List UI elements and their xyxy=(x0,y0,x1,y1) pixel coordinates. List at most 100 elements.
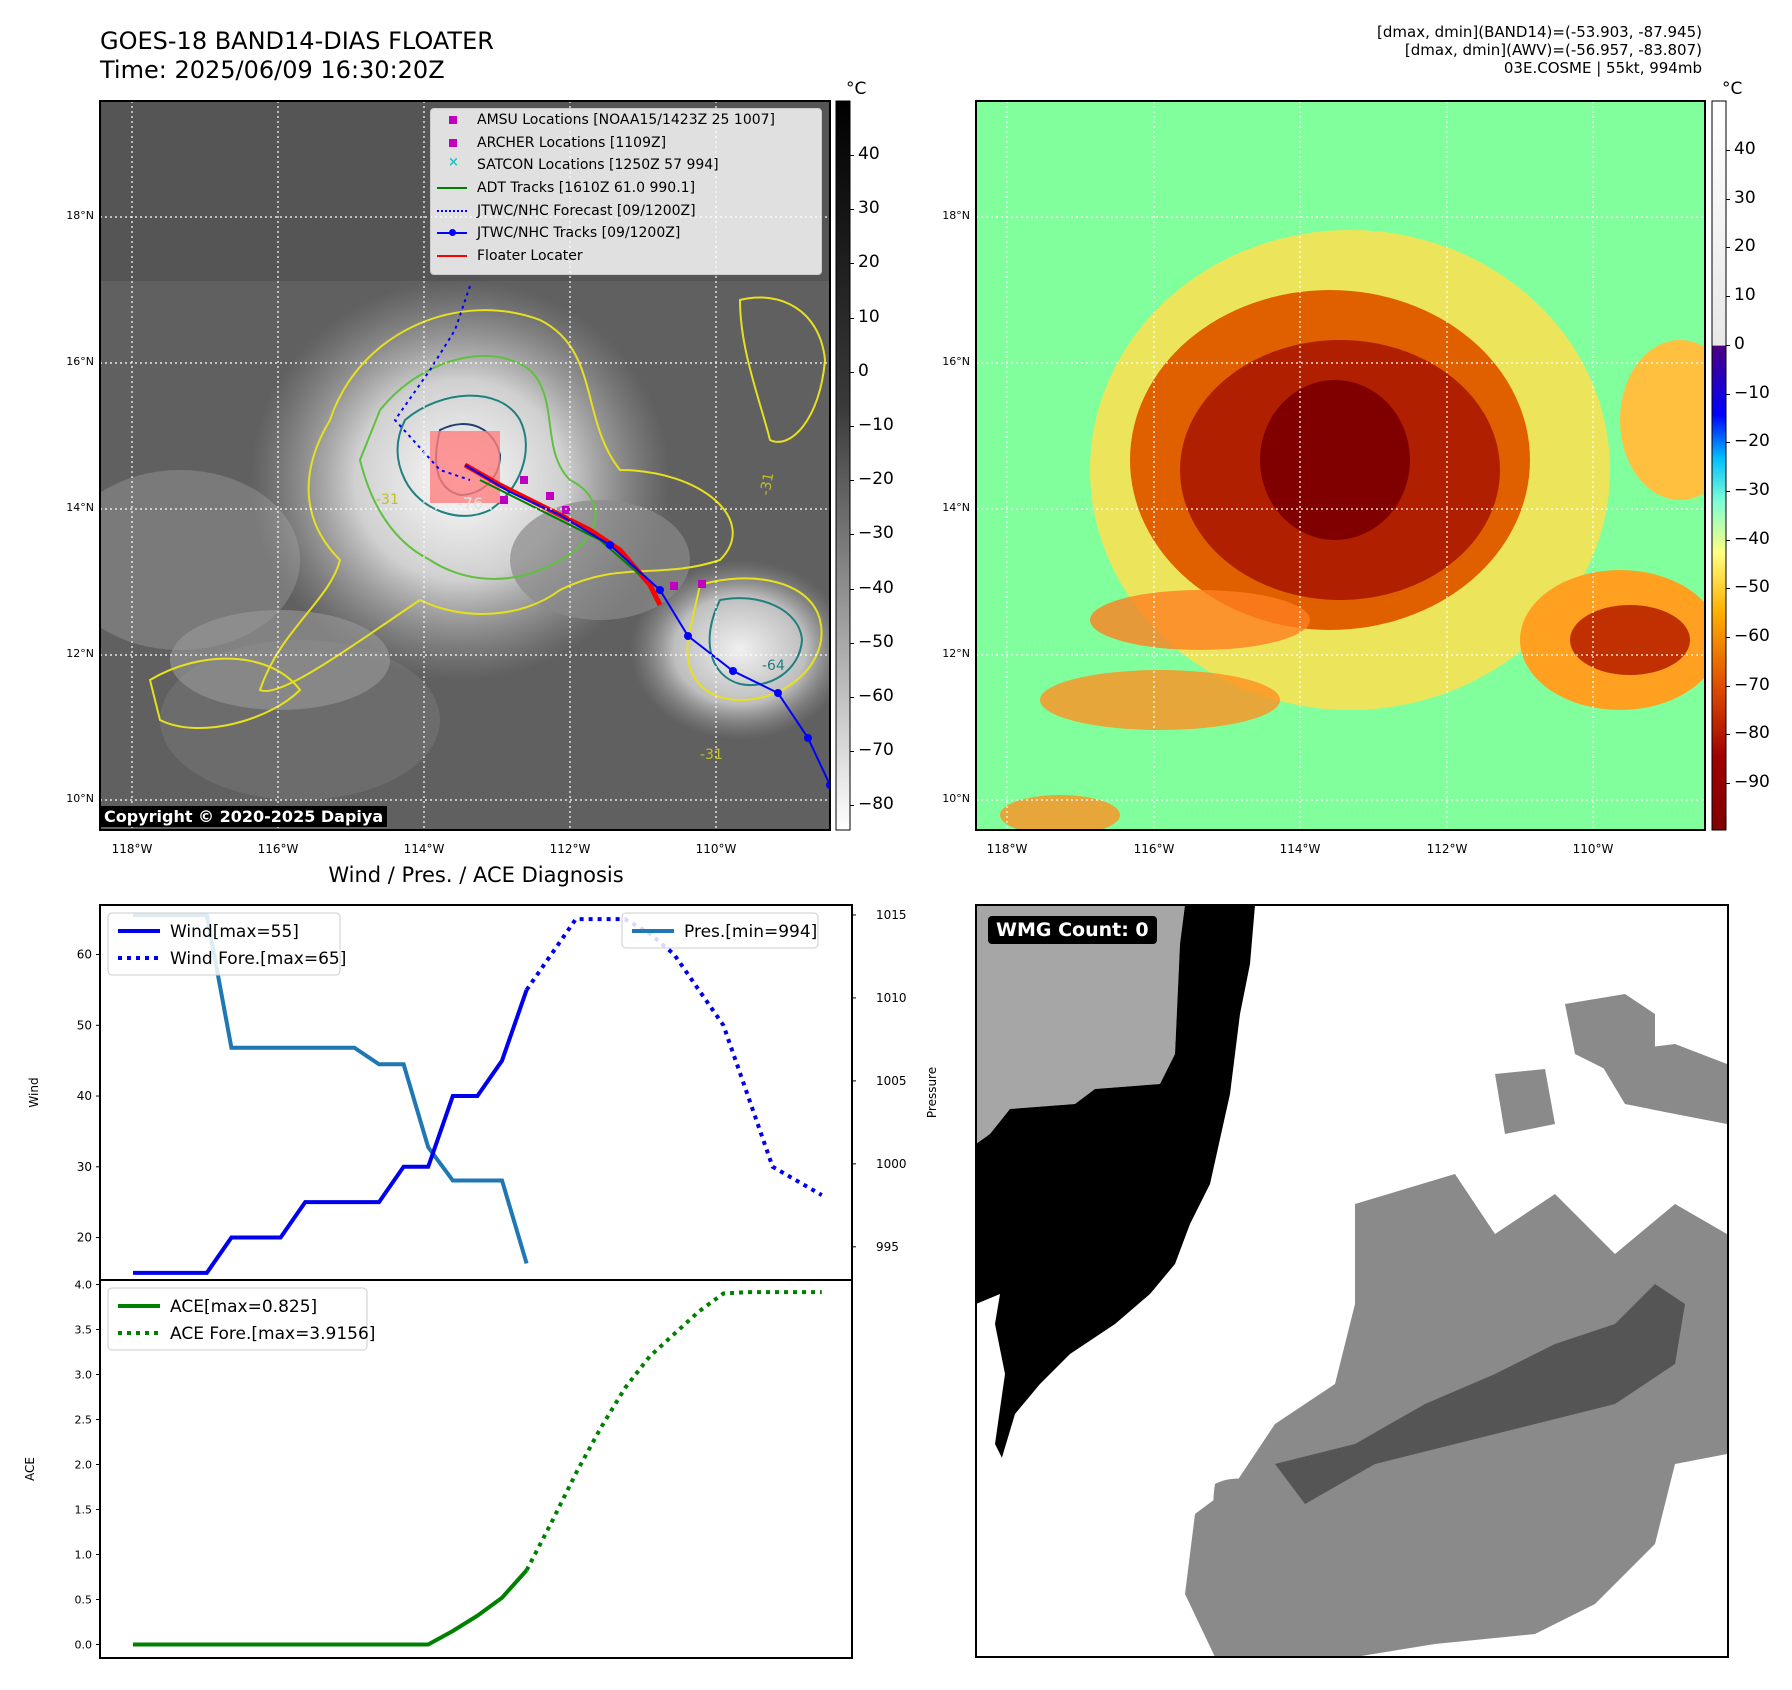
awv-colorbar-tick: 40 xyxy=(1734,139,1756,159)
legend-label: ACE[max=0.825] xyxy=(170,1297,317,1317)
awv-colorbar-tick: −40 xyxy=(1734,528,1770,549)
ir-colorbar-tick: −20 xyxy=(858,469,894,490)
ir-colorbar-tickmark xyxy=(850,534,854,536)
ir-colorbar-tickmark xyxy=(850,805,854,807)
pressure-ytick-label: 1005 xyxy=(876,1074,907,1088)
ace-ytick-label: 3.0 xyxy=(75,1369,93,1382)
chart-title: GOES-18 BAND14-DIAS FLOATER Time: 2025/0… xyxy=(100,27,494,85)
ir-lat-tick: 10°N xyxy=(66,792,94,805)
ir-lat-tick: 18°N xyxy=(66,209,94,222)
legend-symbol xyxy=(435,206,471,216)
ace-line xyxy=(133,1568,529,1647)
pressure-ylabel: Pressure xyxy=(925,1067,939,1118)
ir-colorbar-tick: −80 xyxy=(858,794,894,815)
legend-label: Pres.[min=994] xyxy=(684,922,817,942)
awv-colorbar-tickmark xyxy=(1726,539,1730,541)
contour-label: -31 xyxy=(376,492,399,508)
stats-line-1: [dmax, dmin](BAND14)=(-53.903, -87.945) xyxy=(1377,23,1702,41)
ir-colorbar-tickmark xyxy=(850,371,854,373)
ace-ytick-label: 1.5 xyxy=(75,1504,93,1517)
ir-colorbar-tick: −50 xyxy=(858,631,894,652)
title-line-2: Time: 2025/06/09 16:30:20Z xyxy=(100,56,445,84)
pressure-ytick-label: 995 xyxy=(876,1240,899,1254)
diag-title: Wind / Pres. / ACE Diagnosis xyxy=(328,863,624,887)
ir-colorbar-tick: 20 xyxy=(858,252,880,273)
awv-colorbar-tick: −10 xyxy=(1734,382,1770,403)
awv-lon-tick: 112°W xyxy=(1426,842,1468,856)
ace-legend xyxy=(107,1287,368,1351)
awv-colorbar-tick: −80 xyxy=(1734,723,1770,744)
legend-label: ADT Tracks [1610Z 61.0 990.1] xyxy=(477,180,696,197)
legend-label: SATCON Locations [1250Z 57 994] xyxy=(477,157,719,174)
awv-colorbar-tick: 20 xyxy=(1734,236,1756,257)
awv-colorbar-tick: −50 xyxy=(1734,577,1770,598)
ir-lat-tick: 14°N xyxy=(66,501,94,514)
awv-colorbar-tick: −90 xyxy=(1734,772,1770,793)
wind-ytick-label: 40 xyxy=(77,1089,92,1103)
awv-colorbar-tickmark xyxy=(1726,247,1730,249)
ir-colorbar-tick: −30 xyxy=(858,523,894,544)
ace-ytick-label: 3.5 xyxy=(75,1324,93,1337)
copyright-label: Copyright © 2020-2025 Dapiya xyxy=(100,806,388,827)
ace-ytick-label: 1.0 xyxy=(75,1549,93,1562)
wind-pressure-chart: 20 30 40 50 60 995 1000 1005 1010 1015 0.0 0.5 1.0 1.… xyxy=(23,904,939,1659)
awv-colorbar-tickmark xyxy=(1726,150,1730,151)
wind-line xyxy=(133,989,529,1275)
ir-colorbar-tickmark xyxy=(850,697,854,698)
ir-lat-tick: 12°N xyxy=(66,647,94,660)
awv-colorbar-unit: °C xyxy=(1722,79,1743,99)
awv-colorbar-tickmark xyxy=(1726,783,1730,785)
awv-colorbar-tickmark xyxy=(1726,344,1730,346)
awv-colorbar-tickmark xyxy=(1726,490,1730,492)
awv-lat-tick: 12°N xyxy=(942,647,970,660)
awv-lat-tick: 10°N xyxy=(942,792,970,805)
awv-image xyxy=(976,101,1705,830)
wind-ytick-label: 30 xyxy=(77,1160,92,1174)
stats-line-2: [dmax, dmin](AWV)=(-56.957, -83.807) xyxy=(1404,41,1702,59)
ace-axes-frame xyxy=(99,1279,853,1659)
ir-colorbar-tickmark xyxy=(850,480,854,482)
legend-symbol xyxy=(435,138,471,148)
legend-label: JTWC/NHC Forecast [09/1200Z] xyxy=(477,202,696,219)
legend-symbol xyxy=(435,115,471,125)
legend-item: ARCHER Locations [1109Z] xyxy=(431,132,821,155)
legend-label: ARCHER Locations [1109Z] xyxy=(477,134,667,151)
awv-lon-tick: 110°W xyxy=(1572,842,1614,856)
awv-colorbar-tickmark xyxy=(1726,637,1730,638)
pressure-ytick-label: 1010 xyxy=(876,991,907,1005)
ir-lon-tick: 118°W xyxy=(111,842,153,856)
contour-label: -31 xyxy=(700,747,723,763)
ir-colorbar-tickmark xyxy=(850,209,854,211)
ir-colorbar-tickmark xyxy=(850,751,854,753)
wmg-count-badge: WMG Count: 0 xyxy=(988,916,1157,944)
awv-lon-tick: 116°W xyxy=(1133,842,1175,856)
awv-colorbar xyxy=(1711,100,1727,831)
pressure-line xyxy=(133,912,529,1264)
ir-colorbar-tick: −10 xyxy=(858,415,894,435)
ir-colorbar-tick: −70 xyxy=(858,740,894,761)
ir-colorbar-tick: 40 xyxy=(858,144,880,164)
legend-item: Floater Locater xyxy=(431,245,821,268)
wmg-panel xyxy=(975,904,1729,1658)
pressure-ytick-label: 1015 xyxy=(876,908,907,922)
wind-ytick-label: 50 xyxy=(77,1018,92,1032)
ir-colorbar-tickmark xyxy=(850,588,854,590)
awv-colorbar-tickmark xyxy=(1726,393,1730,395)
pressure-legend xyxy=(621,912,819,949)
legend-label: AMSU Locations [NOAA15/1423Z 25 1007] xyxy=(477,112,776,129)
contour-label: -64 xyxy=(762,658,785,674)
awv-colorbar-tickmark xyxy=(1726,685,1730,687)
ir-lon-tick: 110°W xyxy=(695,842,737,856)
awv-lat-tick: 18°N xyxy=(942,209,970,222)
stats-line-3: 03E.COSME | 55kt, 994mb xyxy=(1503,59,1702,77)
contour-label: -76 xyxy=(457,494,484,513)
awv-colorbar-tick: 0 xyxy=(1734,333,1745,354)
wind-forecast-line xyxy=(524,917,823,1197)
awv-gridlines xyxy=(976,101,1705,830)
ace-ylabel: ACE xyxy=(23,1457,37,1481)
ir-lat-tick: 16°N xyxy=(66,355,94,368)
stats-text: [dmax, dmin](BAND14)=(-53.903, -87.945) … xyxy=(1377,23,1702,77)
ir-lon-tick: 112°W xyxy=(549,842,591,856)
awv-colorbar-tickmark xyxy=(1726,442,1730,444)
wind-legend xyxy=(107,912,341,976)
